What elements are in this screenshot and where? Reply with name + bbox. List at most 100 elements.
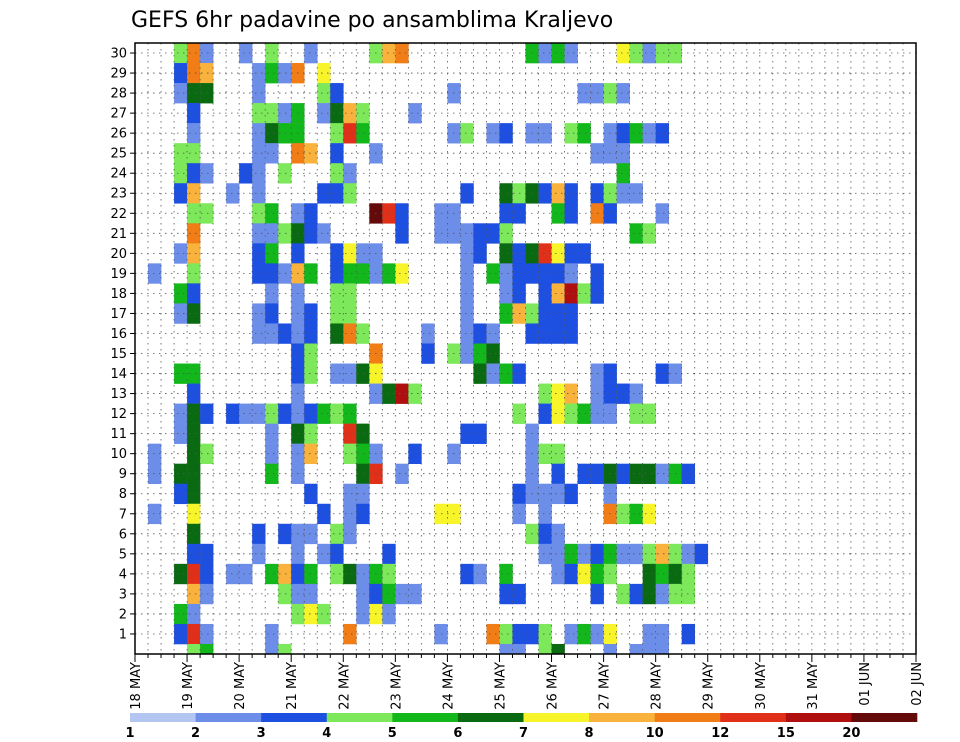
x-tick-label: 25 MAY: [493, 662, 508, 710]
heatmap-cell: [564, 263, 578, 284]
x-tick-label: 22 MAY: [337, 662, 352, 710]
heatmap-cell: [304, 323, 318, 344]
heatmap-cell: [252, 203, 266, 224]
heatmap-cell: [382, 563, 396, 585]
heatmap-cell: [382, 603, 396, 625]
heatmap-cell: [239, 563, 253, 585]
heatmap-cell: [278, 103, 292, 124]
heatmap-cell: [278, 563, 292, 585]
y-tick-label: 29: [110, 67, 127, 82]
y-tick-label: 27: [110, 107, 127, 122]
heatmap-cell: [330, 543, 344, 565]
colorbar-swatch: [130, 713, 196, 722]
heatmap-cell: [226, 183, 240, 204]
heatmap-cell: [265, 223, 279, 244]
heatmap-cell: [343, 483, 357, 505]
chart-title: GEFS 6hr padavine po ansamblima Kraljevo: [131, 8, 613, 33]
heatmap-cell: [382, 43, 396, 64]
heatmap-cell: [642, 583, 656, 605]
heatmap-cell: [174, 623, 188, 645]
heatmap-cell: [174, 63, 188, 84]
y-tick-label: 9: [119, 467, 127, 482]
heatmap-cell: [200, 43, 214, 64]
y-tick-label: 20: [110, 247, 127, 262]
heatmap-cell: [577, 563, 591, 585]
heatmap-cell: [356, 603, 370, 625]
heatmap-cell: [577, 403, 591, 424]
heatmap-cell: [551, 383, 565, 404]
heatmap-cell: [174, 163, 188, 184]
heatmap-cell: [629, 463, 643, 485]
heatmap-cell: [278, 123, 292, 144]
heatmap-cell: [330, 303, 344, 324]
heatmap-cell: [187, 603, 201, 625]
heatmap-cell: [538, 283, 552, 304]
y-tick-label: 24: [110, 167, 127, 182]
heatmap-cell: [356, 323, 370, 344]
colorbar-tick-label: 8: [585, 726, 594, 741]
y-tick-label: 8: [119, 487, 127, 502]
heatmap-cell: [564, 623, 578, 645]
heatmap-cell: [187, 523, 201, 545]
heatmap-cell: [642, 403, 656, 424]
heatmap-cell: [226, 563, 240, 585]
heatmap-cell: [187, 283, 201, 304]
heatmap-cell: [278, 583, 292, 605]
heatmap-cell: [538, 263, 552, 284]
heatmap-cell: [252, 103, 266, 124]
y-tick-label: 13: [110, 387, 127, 402]
heatmap-cell: [629, 503, 643, 525]
y-tick-label: 23: [110, 187, 127, 202]
heatmap-cell: [564, 203, 578, 224]
heatmap-cell: [278, 163, 292, 184]
heatmap-cell: [265, 323, 279, 344]
heatmap-cell: [538, 543, 552, 565]
heatmap-cell: [187, 63, 201, 84]
heatmap-cell: [330, 243, 344, 264]
colorbar-tick-label: 3: [257, 726, 266, 741]
heatmap-cell: [265, 303, 279, 324]
heatmap-cell: [642, 223, 656, 244]
y-tick-label: 2: [119, 607, 127, 622]
heatmap-cell: [616, 143, 630, 164]
y-tick-label: 11: [110, 427, 127, 442]
heatmap-cell: [278, 223, 292, 244]
colorbar-tick-label: 2: [191, 726, 200, 741]
heatmap-cell: [655, 463, 669, 485]
heatmap-cell: [616, 543, 630, 565]
heatmap-cell: [187, 183, 201, 204]
heatmap-cell: [252, 83, 266, 104]
heatmap-cell: [356, 563, 370, 585]
heatmap-cell: [538, 403, 552, 424]
heatmap-cell: [330, 183, 344, 204]
heatmap-cell: [408, 383, 422, 404]
heatmap-cell: [265, 43, 279, 64]
heatmap-cell: [499, 303, 513, 324]
y-axis-ticks: 1234567891011121314151617181920212223242…: [110, 47, 135, 642]
heatmap-cell: [200, 563, 214, 585]
heatmap-cell: [616, 123, 630, 144]
heatmap-cell: [421, 343, 435, 364]
heatmap-cell: [174, 483, 188, 505]
heatmap-cell: [538, 523, 552, 545]
y-tick-label: 7: [119, 507, 127, 522]
heatmap-cell: [655, 643, 669, 655]
heatmap-cell: [629, 383, 643, 404]
colorbar-swatch: [720, 713, 787, 722]
heatmap-cell: [187, 503, 201, 525]
heatmap-cell: [187, 163, 201, 184]
heatmap-cell: [200, 203, 214, 224]
heatmap-cell: [616, 183, 630, 204]
y-tick-label: 10: [110, 447, 127, 462]
x-tick-label: 19 MAY: [181, 662, 196, 710]
heatmap-cell: [564, 283, 578, 304]
x-tick-label: 29 MAY: [702, 662, 717, 710]
heatmap-cell: [187, 643, 201, 655]
heatmap-cell: [538, 303, 552, 324]
heatmap-cell: [265, 443, 279, 464]
heatmap-cell: [577, 83, 591, 104]
heatmap-cell: [499, 123, 513, 144]
heatmap-cell: [148, 503, 162, 525]
heatmap-cell: [174, 283, 188, 304]
